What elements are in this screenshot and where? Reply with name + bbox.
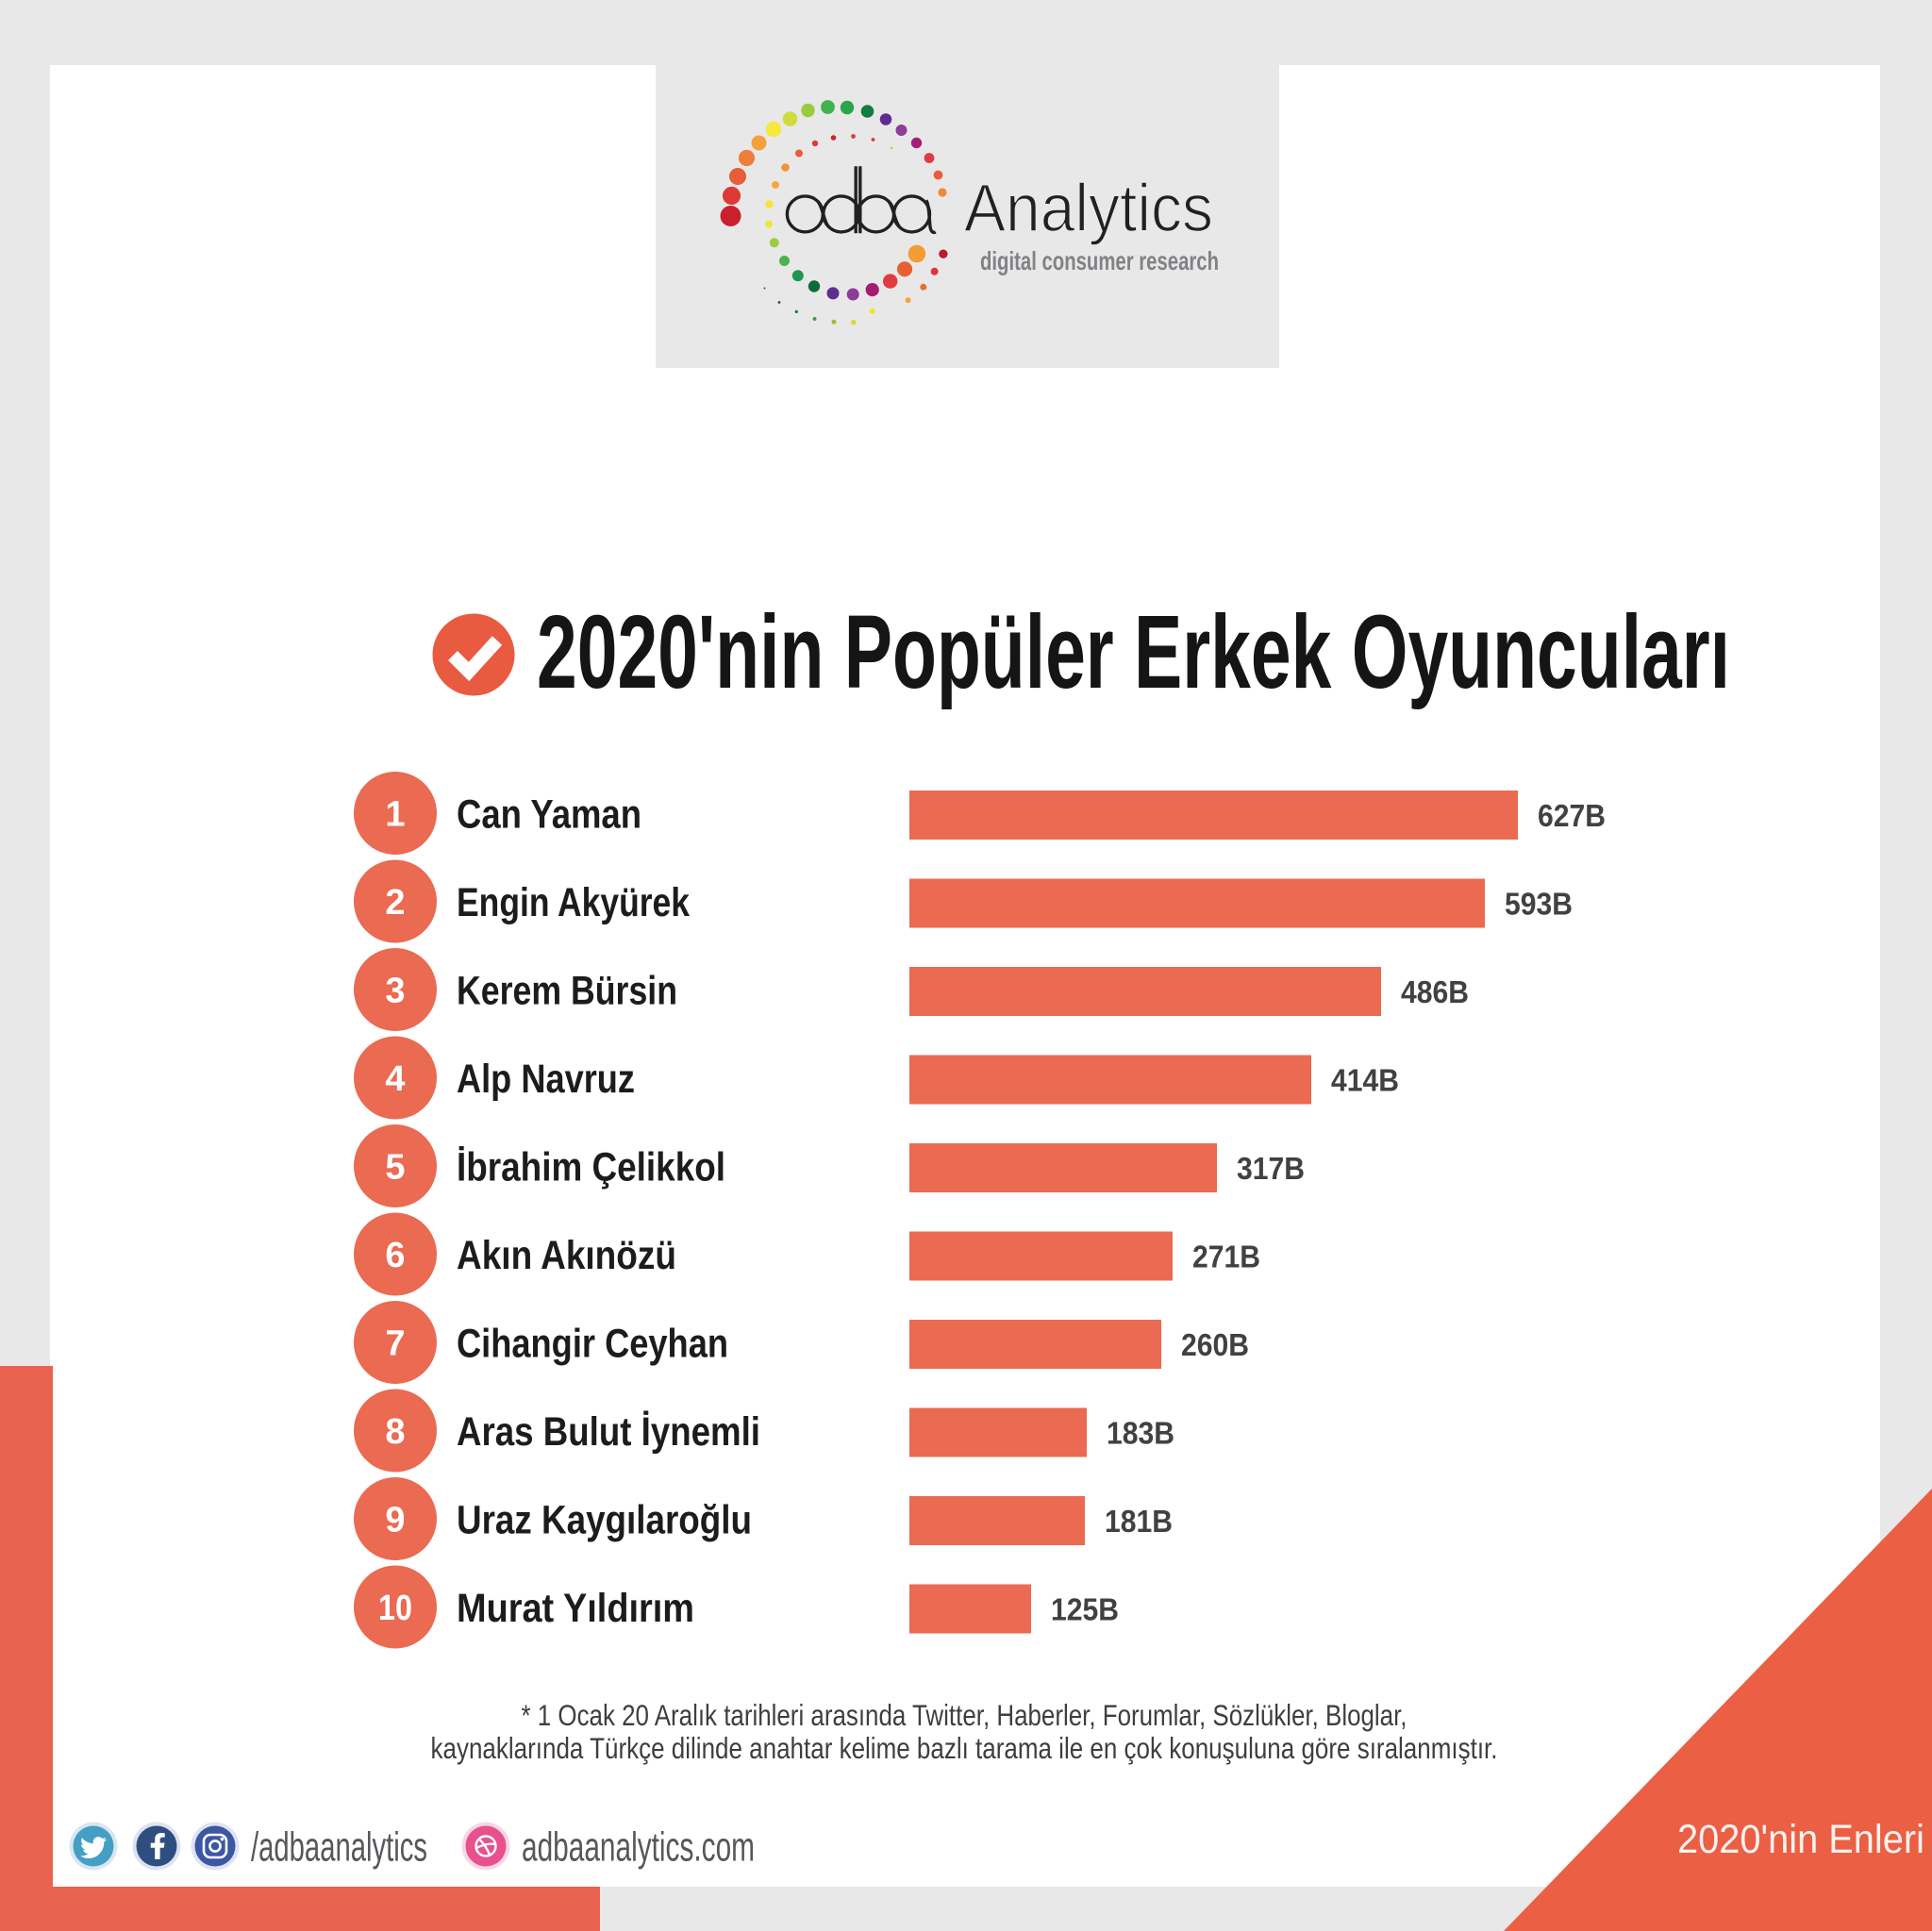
svg-text:Alp Navruz: Alp Navruz (457, 1057, 635, 1102)
svg-text:627B: 627B (1538, 799, 1606, 834)
svg-text:125B: 125B (1051, 1593, 1119, 1628)
svg-text:2020'nin Popüler Erkek Oyuncul: 2020'nin Popüler Erkek Oyuncuları (537, 594, 1730, 710)
svg-text:8: 8 (385, 1412, 405, 1452)
svg-text:Cihangir Ceyhan: Cihangir Ceyhan (457, 1323, 728, 1367)
svg-text:414B: 414B (1331, 1064, 1399, 1099)
svg-text:9: 9 (385, 1501, 405, 1540)
svg-text:Kerem Bürsin: Kerem Bürsin (457, 970, 677, 1014)
svg-text:2: 2 (385, 883, 405, 923)
svg-text:İbrahim Çelikkol: İbrahim Çelikkol (457, 1146, 725, 1190)
svg-text:Engin Akyürek: Engin Akyürek (457, 881, 690, 925)
svg-text:593B: 593B (1505, 888, 1573, 923)
svg-text:Akın Akınözü: Akın Akınözü (457, 1234, 676, 1278)
svg-text:317B: 317B (1237, 1152, 1305, 1187)
svg-text:271B: 271B (1192, 1240, 1260, 1275)
svg-text:kaynaklarında Türkçe dilinde a: kaynaklarında Türkçe dilinde anahtar kel… (431, 1731, 1498, 1765)
svg-text:5: 5 (385, 1148, 405, 1188)
svg-text:6: 6 (385, 1236, 405, 1275)
svg-text:3: 3 (385, 972, 405, 1011)
svg-text:260B: 260B (1181, 1328, 1249, 1363)
svg-text:4: 4 (385, 1059, 405, 1099)
svg-text:* 1 Ocak 20 Aralık tarihleri a: * 1 Ocak 20 Aralık tarihleri arasında Tw… (522, 1698, 1407, 1732)
svg-text:10: 10 (378, 1589, 412, 1628)
svg-text:/adbaanalytics: /adbaanalytics (251, 1823, 427, 1870)
svg-text:Can Yaman: Can Yaman (457, 793, 641, 838)
svg-text:adbaanalytics.com: adbaanalytics.com (522, 1823, 755, 1870)
svg-text:Uraz Kaygılaroğlu: Uraz Kaygılaroğlu (457, 1499, 752, 1543)
svg-text:7: 7 (385, 1324, 405, 1364)
svg-text:486B: 486B (1401, 975, 1469, 1010)
svg-text:Murat Yıldırım: Murat Yıldırım (457, 1587, 694, 1631)
svg-text:2020'nin Enleri: 2020'nin Enleri (1677, 1817, 1924, 1862)
svg-text:181B: 181B (1105, 1505, 1173, 1540)
svg-text:Analytics: Analytics (964, 172, 1213, 246)
svg-text:183B: 183B (1107, 1417, 1174, 1452)
svg-text:digital consumer research: digital consumer research (980, 246, 1219, 275)
svg-text:Aras Bulut İynemli: Aras Bulut İynemli (457, 1410, 760, 1455)
svg-text:1: 1 (385, 795, 405, 835)
